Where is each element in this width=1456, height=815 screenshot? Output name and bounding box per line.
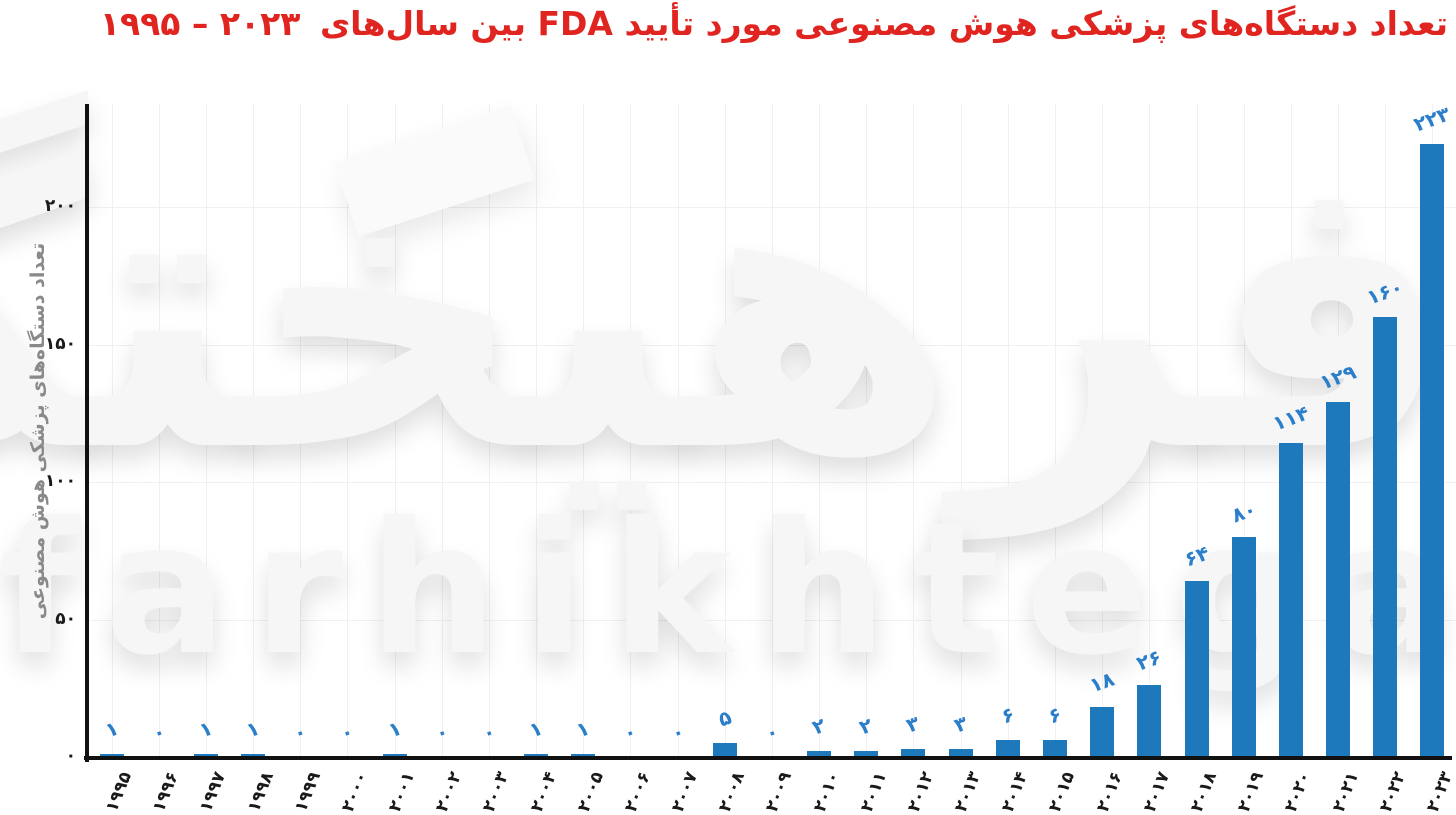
x-tick-label: ۲۰۲۰ <box>1281 769 1316 815</box>
y-tick-label: ۲۰۰ <box>44 196 76 216</box>
chart-title: تعداد دستگاه‌های پزشکی هوش مصنوعی مورد ت… <box>0 4 1448 43</box>
gridline-v <box>583 104 585 757</box>
gridline-v <box>960 104 962 757</box>
gridline-v <box>819 104 821 757</box>
bar <box>901 749 926 757</box>
gridline-v <box>771 104 773 757</box>
x-tick-label: ۲۰۱۲ <box>903 769 939 815</box>
bar <box>1184 581 1209 757</box>
gridline-v <box>913 104 915 757</box>
watermark-latin: farhikhtegan <box>0 483 1456 695</box>
y-axis-title: تعداد دستگاه‌های پزشکی هوش مصنوعی <box>27 242 49 620</box>
chart-title-years: ۱۹۹۵ – ۲۰۲۳ <box>99 4 301 43</box>
gridline-v <box>1055 104 1056 757</box>
bar <box>1090 707 1115 757</box>
x-tick-label: ۲۰۰۳ <box>479 769 514 815</box>
bar <box>193 754 218 757</box>
gridline-v <box>441 104 443 757</box>
y-tick-label: ۱۰۰ <box>44 471 76 491</box>
x-tick-label: ۲۰۱۸ <box>1186 769 1222 815</box>
gridline-v <box>300 104 302 757</box>
bar <box>1278 443 1303 757</box>
gridline-v <box>1149 104 1151 757</box>
gridline-h <box>87 344 1456 346</box>
bar <box>807 751 832 757</box>
chart-title-text: تعداد دستگاه‌های پزشکی هوش مصنوعی مورد ت… <box>319 4 1448 43</box>
bar <box>382 754 407 757</box>
gridline-v <box>1196 104 1198 757</box>
bar <box>1373 317 1398 757</box>
x-tick-label: ۲۰۰۰ <box>337 769 372 815</box>
gridline-v <box>488 104 490 757</box>
x-tick-label: ۲۰۲۱ <box>1328 769 1363 815</box>
bar <box>1043 740 1067 757</box>
x-tick-label: ۲۰۲۳ <box>1422 769 1456 815</box>
x-tick-label: ۲۰۱۴ <box>998 769 1033 815</box>
x-tick-label: ۲۰۰۴ <box>526 769 561 815</box>
y-axis-title-wrap: تعداد دستگاه‌های پزشکی هوش مصنوعی <box>27 181 49 681</box>
bar <box>524 754 549 757</box>
x-axis-line <box>84 756 1452 760</box>
x-tick-label: ۲۰۱۷ <box>1139 769 1174 815</box>
x-tick-label: ۲۰۲۲ <box>1375 769 1410 815</box>
gridline-h <box>87 482 1456 483</box>
y-tick-label: ۰ <box>65 746 76 766</box>
gridline-v <box>1290 104 1292 757</box>
gridline-h <box>87 619 1456 621</box>
bar <box>241 754 266 757</box>
x-tick-label: ۲۰۱۹ <box>1234 769 1269 815</box>
x-tick-label: ۱۹۹۷ <box>196 769 231 815</box>
x-tick-label: ۲۰۰۶ <box>620 769 656 815</box>
x-tick-label: ۲۰۰۷ <box>668 769 703 815</box>
watermark-persian: فرهیختگان <box>0 83 1456 537</box>
gridline-v <box>630 104 632 757</box>
y-tick-label: ۱۵۰ <box>44 333 76 354</box>
x-tick-label: ۲۰۰۲ <box>432 769 467 815</box>
gridline-v <box>1102 104 1104 757</box>
x-tick-label: ۲۰۱۶ <box>1092 769 1127 815</box>
x-tick-label: ۲۰۱۰ <box>809 769 844 815</box>
gridline-v <box>253 104 255 757</box>
y-axis-line <box>85 104 89 762</box>
gridline-v <box>111 104 113 757</box>
gridline-v <box>677 104 679 757</box>
x-tick-label: ۲۰۰۵ <box>573 769 608 815</box>
gridline-v <box>1007 104 1009 757</box>
bar <box>948 749 973 757</box>
bar <box>1137 685 1162 757</box>
bar <box>1326 402 1351 757</box>
bar <box>571 754 596 757</box>
x-tick-label: ۲۰۰۸ <box>715 769 750 815</box>
x-tick-label: ۱۹۹۹ <box>290 769 325 815</box>
x-tick-label: ۲۰۰۹ <box>762 769 797 815</box>
bar <box>1420 144 1445 757</box>
bar <box>995 740 1020 757</box>
gridline-v <box>1243 104 1245 757</box>
gridline-h <box>87 207 1456 208</box>
bar <box>712 743 737 757</box>
gridline-v <box>394 104 396 757</box>
gridline-v <box>866 104 868 757</box>
gridline-v <box>536 104 538 757</box>
x-tick-label: ۲۰۱۳ <box>951 769 986 815</box>
x-tick-label: ۱۹۹۸ <box>243 769 278 815</box>
gridline-v <box>158 104 160 757</box>
gridline-v <box>724 104 726 757</box>
gridline-v <box>347 104 349 757</box>
bar <box>854 751 879 757</box>
x-tick-label: ۱۹۹۵ <box>102 769 137 815</box>
y-tick-label: ۵۰ <box>55 608 76 629</box>
x-tick-label: ۲۰۱۵ <box>1045 769 1080 815</box>
x-tick-label: ۱۹۹۶ <box>149 769 184 815</box>
bar <box>1231 537 1256 757</box>
x-tick-label: ۲۰۰۱ <box>385 769 420 815</box>
gridline-v <box>205 104 207 757</box>
x-tick-label: ۲۰۱۱ <box>856 769 891 815</box>
bar <box>99 754 124 757</box>
